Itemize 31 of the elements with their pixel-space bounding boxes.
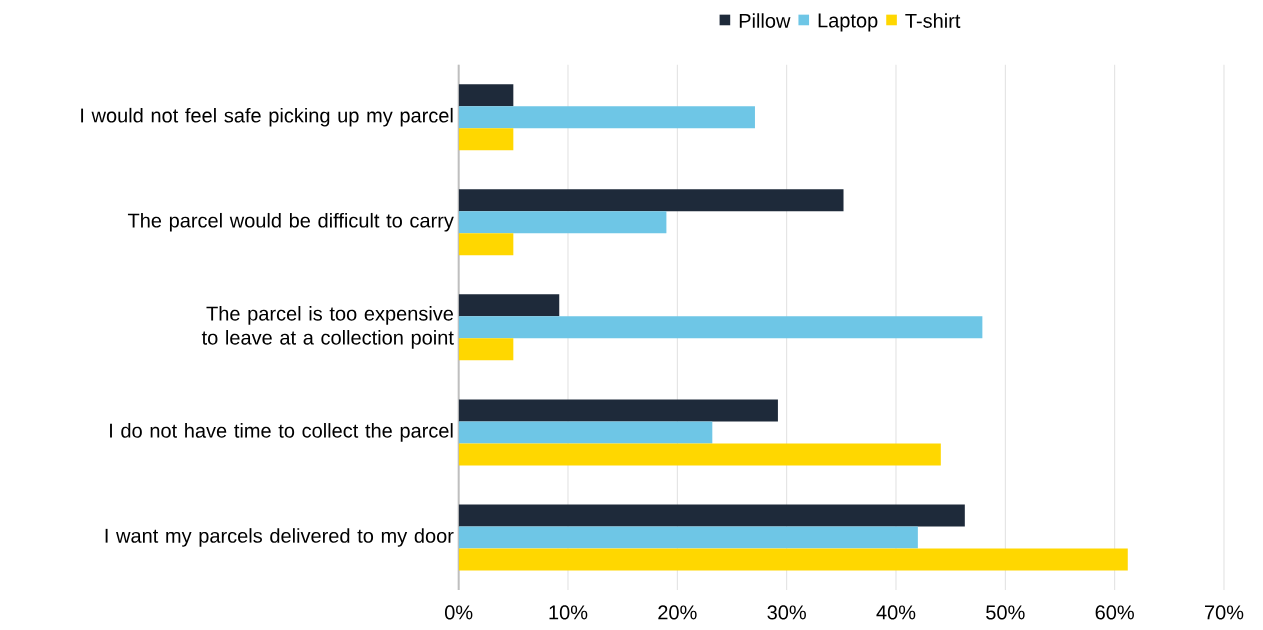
bar <box>458 128 514 151</box>
y-tick-label: The parcel is too expensive to leave at a collection point <box>201 306 454 349</box>
y-tick-label: I want my parcels delivered to my door <box>105 528 454 547</box>
y-tick-label: I do not have time to collect the parcel <box>110 423 453 442</box>
bar <box>458 504 965 527</box>
bar <box>458 338 514 361</box>
x-tick-label: 30% <box>767 605 806 620</box>
bar <box>458 399 778 422</box>
bar <box>458 421 713 444</box>
x-tick-label: 10% <box>549 605 588 620</box>
legend-label: Pillow <box>739 13 791 28</box>
x-tick-label: 60% <box>1095 605 1134 620</box>
bar <box>458 294 560 317</box>
bar <box>458 211 667 234</box>
bar <box>458 443 941 466</box>
bar <box>458 548 1128 571</box>
bar <box>458 316 983 339</box>
x-tick-label: 70% <box>1205 605 1244 620</box>
x-tick-label: 50% <box>986 605 1025 620</box>
y-tick-label: I would not feel safe picking up my parcel <box>81 107 453 127</box>
bar <box>458 106 755 129</box>
legend-label: Laptop <box>818 13 878 32</box>
x-tick-label: 0% <box>444 605 473 620</box>
legend-label: T-shirt <box>905 13 961 28</box>
bar <box>458 233 514 256</box>
bar <box>458 189 844 212</box>
x-tick-label: 20% <box>658 605 697 620</box>
x-tick-label: 40% <box>876 605 916 620</box>
bar <box>458 526 918 549</box>
y-tick-label: The parcel would be difficult to carry <box>127 212 454 232</box>
bar <box>458 84 514 107</box>
